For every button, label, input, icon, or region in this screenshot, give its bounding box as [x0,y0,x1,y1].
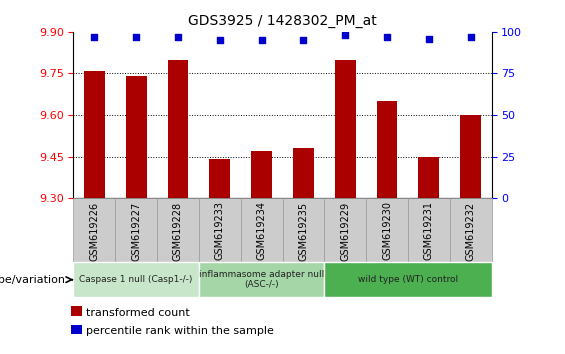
Text: percentile rank within the sample: percentile rank within the sample [86,326,274,337]
Bar [293,148,314,198]
Point [383,34,392,40]
Bar [167,59,189,198]
Bar [418,157,440,198]
Bar [366,198,408,262]
Bar [199,198,241,262]
Bar [282,198,324,262]
Bar [73,262,199,297]
Text: inflammasome adapter null
(ASC-/-): inflammasome adapter null (ASC-/-) [199,270,324,289]
Text: GSM619226: GSM619226 [89,201,99,261]
Point [173,34,182,40]
Text: genotype/variation: genotype/variation [0,275,65,285]
Point [90,34,99,40]
Bar [157,198,199,262]
Bar [460,115,481,198]
Point [257,38,266,43]
Point [466,34,475,40]
Bar [450,198,492,262]
Text: GSM619229: GSM619229 [340,201,350,261]
Bar [324,262,492,297]
Point [215,38,224,43]
Bar [84,71,105,198]
Point [132,34,141,40]
Bar [251,151,272,198]
Text: GSM619232: GSM619232 [466,201,476,261]
Bar [71,307,82,316]
Text: Caspase 1 null (Casp1-/-): Caspase 1 null (Casp1-/-) [80,275,193,284]
Bar [324,198,366,262]
Text: GSM619230: GSM619230 [382,201,392,261]
Bar [71,325,82,335]
Point [424,36,433,41]
Text: GSM619227: GSM619227 [131,201,141,261]
Bar [125,76,147,198]
Point [341,32,350,38]
Bar [199,262,324,297]
Point [299,38,308,43]
Text: GSM619234: GSM619234 [257,201,267,261]
Bar [209,159,231,198]
Bar [334,59,356,198]
Text: GSM619235: GSM619235 [298,201,308,261]
Bar [115,198,157,262]
Text: GSM619231: GSM619231 [424,201,434,261]
Text: GSM619228: GSM619228 [173,201,183,261]
Bar [408,198,450,262]
Bar [377,101,398,198]
Bar [241,198,282,262]
Text: GSM619233: GSM619233 [215,201,225,261]
Bar [73,198,115,262]
Title: GDS3925 / 1428302_PM_at: GDS3925 / 1428302_PM_at [188,14,377,28]
Text: transformed count: transformed count [86,308,190,318]
Text: wild type (WT) control: wild type (WT) control [358,275,458,284]
